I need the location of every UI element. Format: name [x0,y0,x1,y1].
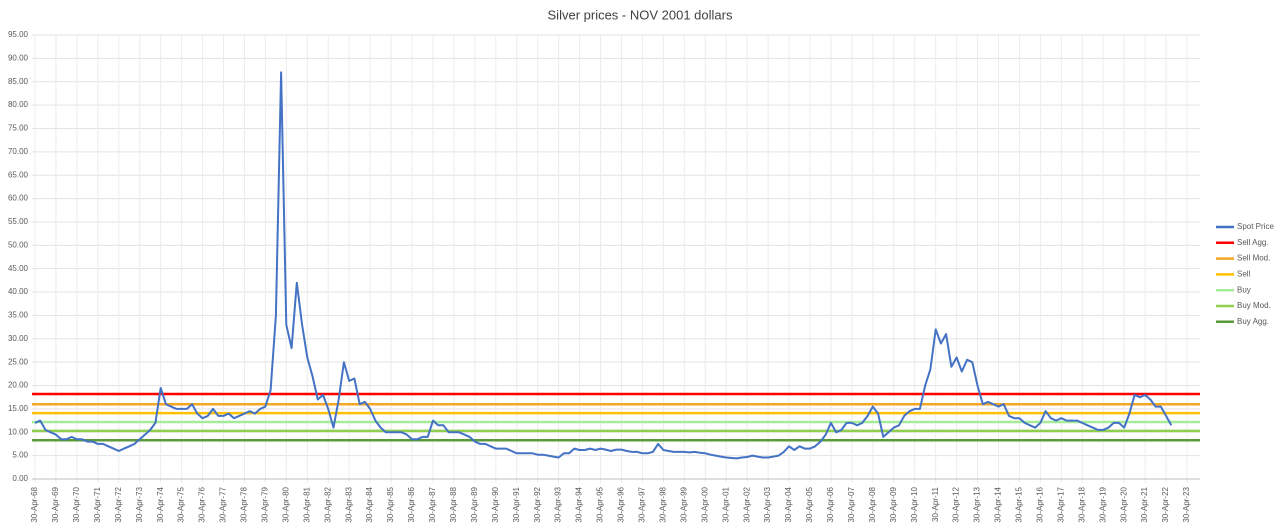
x-tick-label: 30-Apr-90 [491,486,500,522]
x-tick-label: 30-Apr-86 [407,486,416,522]
legend-label: Buy [1237,285,1251,294]
x-tick-label: 30-Apr-07 [847,486,856,522]
x-tick-label: 30-Apr-00 [700,486,709,522]
x-tick-label: 30-Apr-71 [93,486,102,522]
x-tick-label: 30-Apr-87 [428,486,437,522]
x-tick-label: 30-Apr-73 [135,486,144,522]
x-tick-label: 30-Apr-16 [1035,486,1044,522]
y-tick-label: 50.00 [8,240,29,249]
x-tick-label: 30-Apr-19 [1098,486,1107,522]
legend-label: Buy Mod. [1237,301,1271,310]
x-tick-label: 30-Apr-96 [617,486,626,522]
y-tick-label: 40.00 [8,287,29,296]
y-tick-label: 45.00 [8,264,29,273]
x-tick-label: 30-Apr-10 [910,486,919,522]
legend-label: Sell Mod. [1237,254,1270,263]
chart-title: Silver prices - NOV 2001 dollars [548,7,733,22]
x-tick-label: 30-Apr-02 [742,486,751,522]
x-tick-label: 30-Apr-09 [889,486,898,522]
x-tick-label: 30-Apr-89 [470,486,479,522]
x-tick-label: 30-Apr-11 [931,486,940,522]
x-tick-label: 30-Apr-17 [1056,486,1065,522]
y-tick-label: 85.00 [8,77,29,86]
x-tick-label: 30-Apr-12 [952,486,961,522]
y-tick-label: 80.00 [8,100,29,109]
legend-label: Buy Agg. [1237,317,1269,326]
x-tick-label: 30-Apr-01 [721,486,730,522]
y-tick-label: 35.00 [8,311,29,320]
x-tick-label: 30-Apr-68 [30,486,39,522]
x-tick-label: 30-Apr-69 [51,486,60,522]
x-tick-label: 30-Apr-98 [658,486,667,522]
y-tick-label: 20.00 [8,381,29,390]
x-tick-label: 30-Apr-15 [1015,486,1024,522]
x-tick-label: 30-Apr-97 [638,486,647,522]
x-tick-label: 30-Apr-79 [261,486,270,522]
x-tick-label: 30-Apr-82 [323,486,332,522]
y-tick-label: 55.00 [8,217,29,226]
x-tick-label: 30-Apr-76 [198,486,207,522]
y-tick-label: 30.00 [8,334,29,343]
x-tick-label: 30-Apr-74 [156,486,165,522]
x-tick-label: 30-Apr-78 [240,486,249,522]
x-tick-label: 30-Apr-91 [512,486,521,522]
legend-label: Sell [1237,270,1251,279]
x-tick-label: 30-Apr-99 [679,486,688,522]
x-tick-label: 30-Apr-75 [177,486,186,522]
x-tick-label: 30-Apr-22 [1161,486,1170,522]
x-tick-label: 30-Apr-23 [1182,486,1191,522]
x-tick-label: 30-Apr-94 [575,486,584,522]
x-tick-label: 30-Apr-03 [763,486,772,522]
legend-label: Spot Price [1237,222,1274,231]
x-tick-label: 30-Apr-14 [994,486,1003,522]
x-tick-label: 30-Apr-18 [1077,486,1086,522]
y-tick-label: 5.00 [12,451,28,460]
x-tick-label: 30-Apr-88 [449,486,458,522]
x-tick-label: 30-Apr-95 [596,486,605,522]
y-tick-label: 95.00 [8,30,29,39]
x-tick-label: 30-Apr-08 [868,486,877,522]
x-tick-label: 30-Apr-70 [72,486,81,522]
x-tick-label: 30-Apr-85 [386,486,395,522]
y-tick-label: 10.00 [8,427,29,436]
x-tick-label: 30-Apr-05 [805,486,814,522]
x-tick-label: 30-Apr-92 [533,486,542,522]
x-tick-label: 30-Apr-20 [1119,486,1128,522]
y-tick-label: 25.00 [8,357,29,366]
x-tick-label: 30-Apr-72 [114,486,123,522]
y-tick-label: 65.00 [8,170,29,179]
x-tick-label: 30-Apr-93 [554,486,563,522]
y-tick-label: 75.00 [8,124,29,133]
x-tick-label: 30-Apr-04 [784,486,793,522]
x-tick-label: 30-Apr-06 [826,486,835,522]
x-tick-label: 30-Apr-77 [219,486,228,522]
x-tick-label: 30-Apr-81 [302,486,311,522]
x-tick-label: 30-Apr-13 [973,486,982,522]
y-tick-label: 70.00 [8,147,29,156]
x-tick-label: 30-Apr-80 [281,486,290,522]
y-tick-label: 15.00 [8,404,29,413]
y-tick-label: 0.00 [12,474,28,483]
x-tick-label: 30-Apr-21 [1140,486,1149,522]
x-tick-label: 30-Apr-83 [344,486,353,522]
legend-label: Sell Agg. [1237,238,1269,247]
series-line [34,71,1173,460]
y-tick-label: 60.00 [8,194,29,203]
y-tick-label: 90.00 [8,53,29,62]
x-tick-label: 30-Apr-84 [365,486,374,522]
